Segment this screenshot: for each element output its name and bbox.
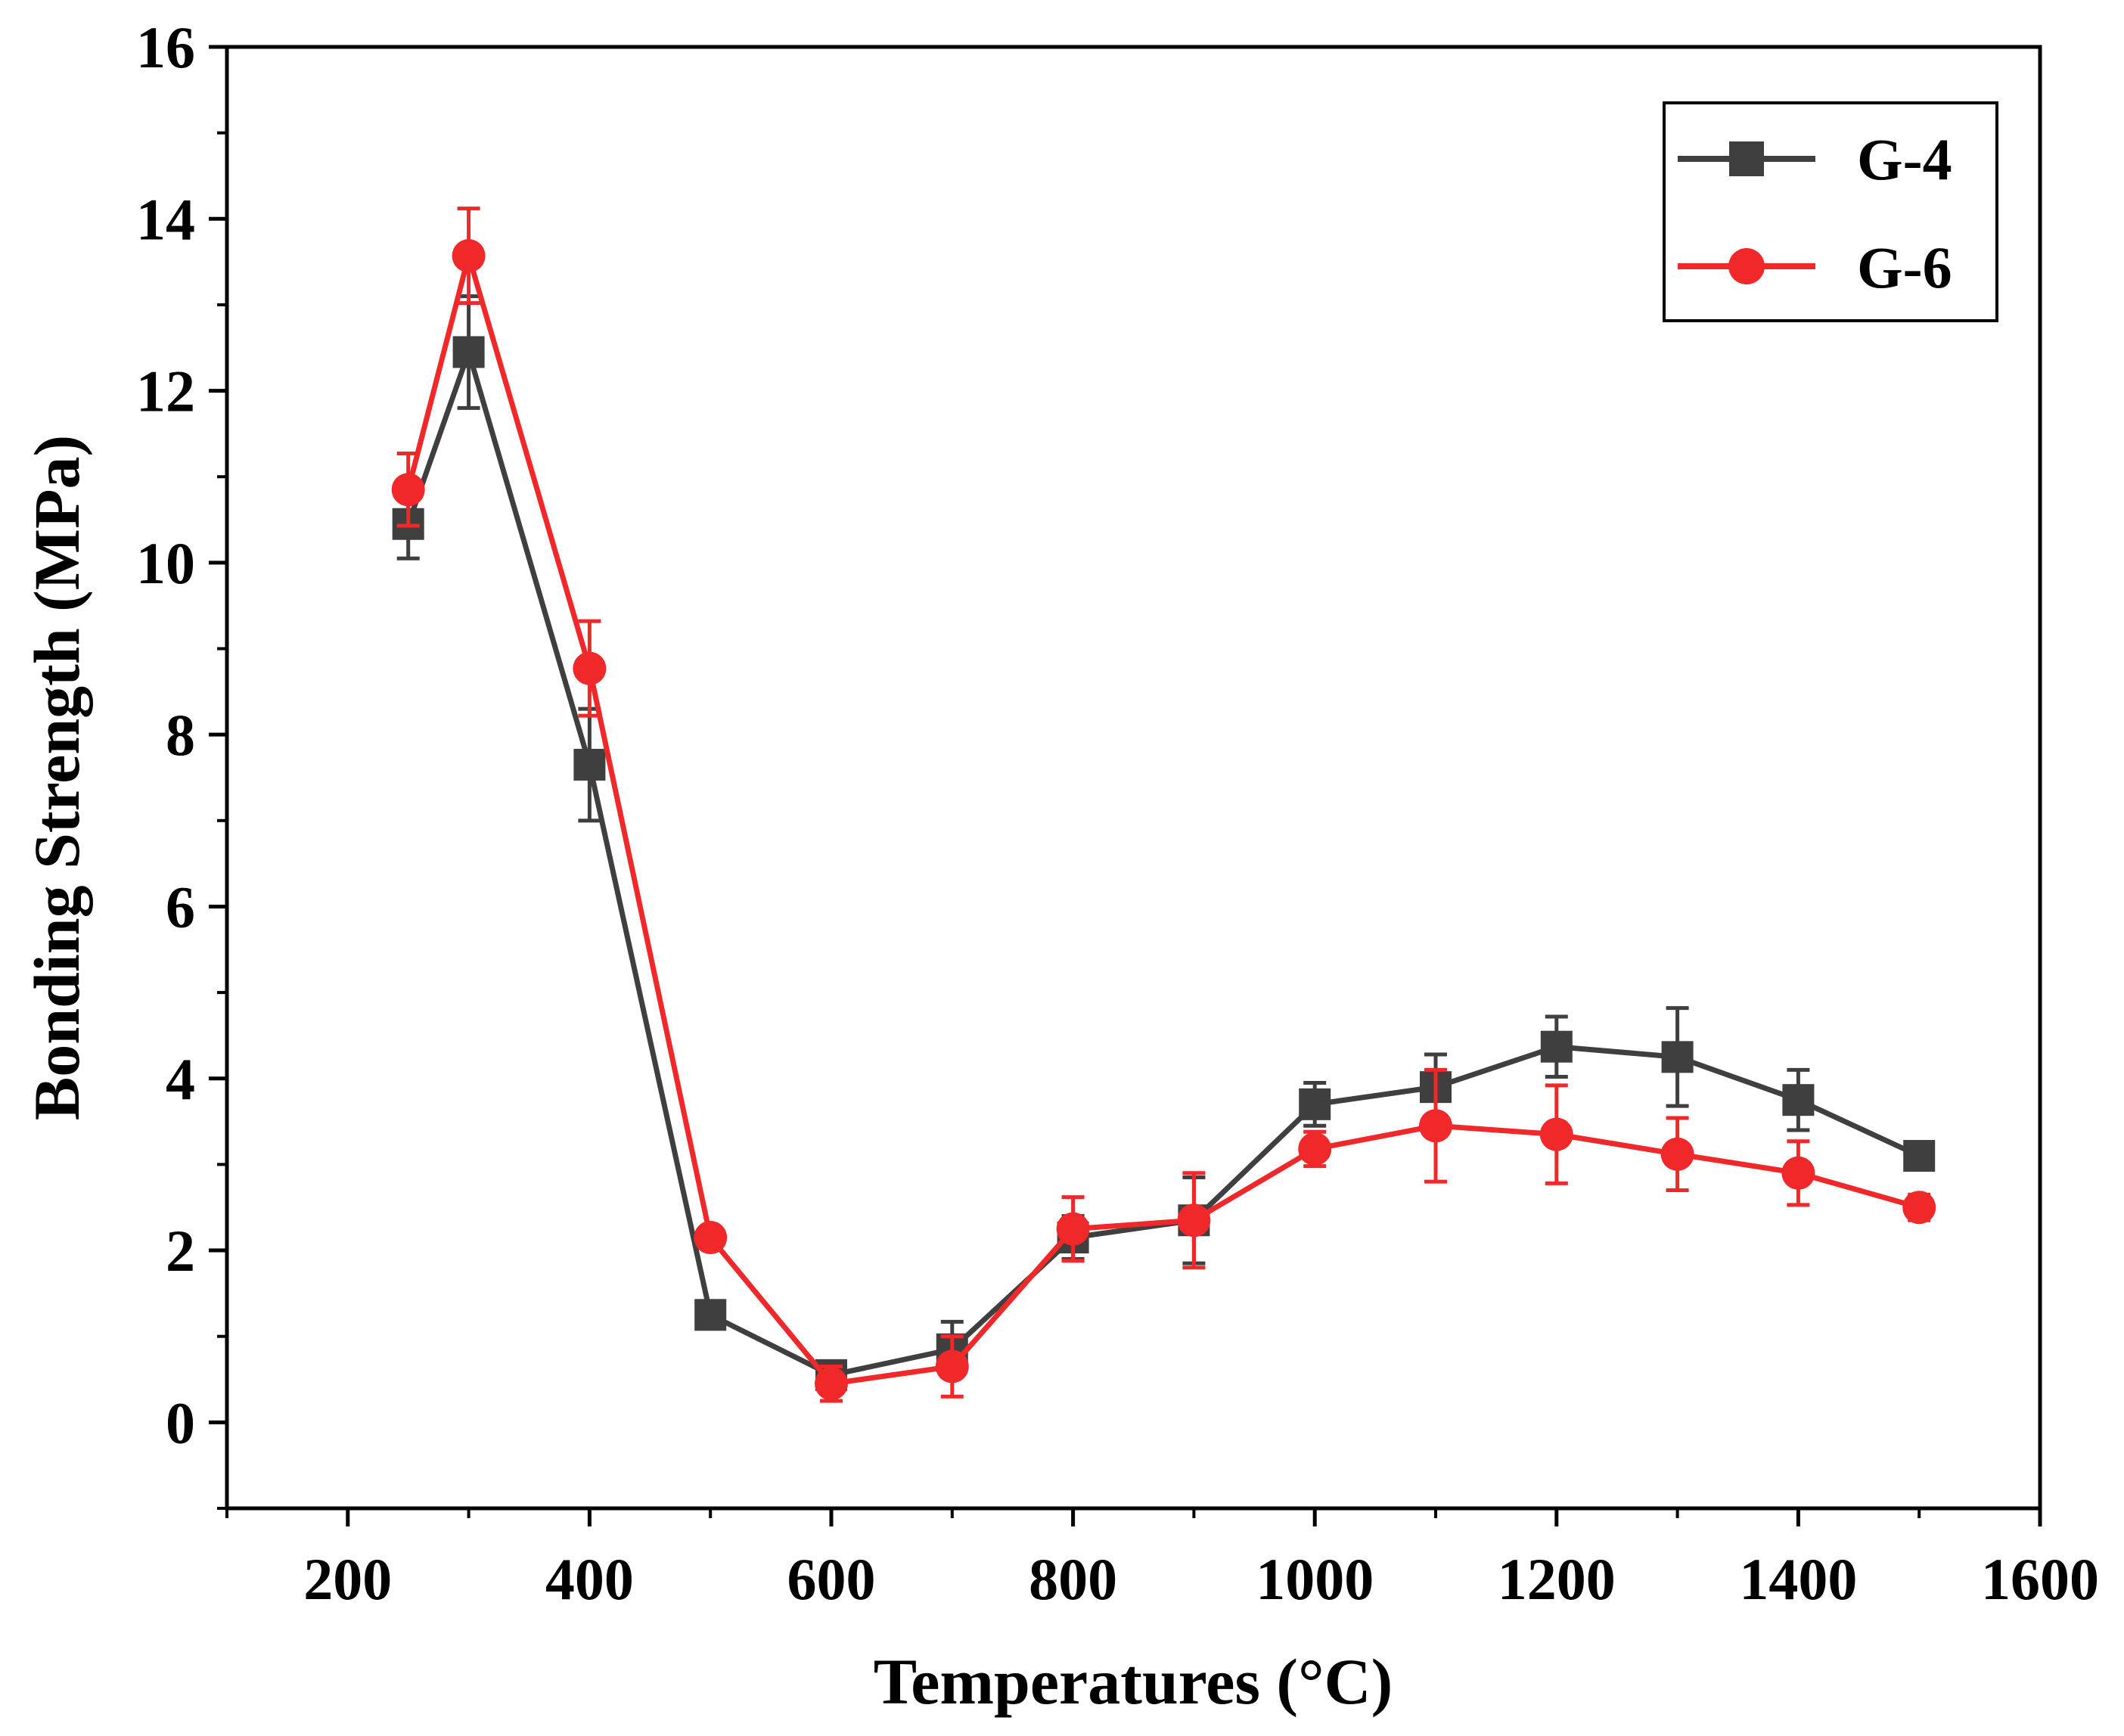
legend-label-g4: G-4 [1857, 126, 1952, 192]
data-point [1902, 1191, 1936, 1225]
y-tick-label: 2 [166, 1218, 195, 1284]
x-tick-label: 1400 [1739, 1546, 1857, 1612]
data-point [1298, 1132, 1332, 1166]
y-tick-label: 4 [166, 1046, 195, 1112]
series-line [405, 349, 1921, 1378]
y-tick-label: 8 [166, 702, 195, 768]
data-point [573, 651, 607, 685]
data-point [694, 1299, 727, 1331]
y-tick-label: 16 [136, 14, 195, 80]
y-tick-label: 14 [136, 186, 195, 252]
plot-frame [225, 45, 2042, 1511]
data-point [573, 748, 606, 781]
legend-marker-g6 [1728, 248, 1765, 284]
series-layer [391, 207, 1936, 1403]
data-point [1056, 1212, 1090, 1246]
x-tick-label: 800 [1029, 1546, 1117, 1612]
y-tick-label: 0 [166, 1390, 195, 1455]
y-tick-label: 12 [136, 359, 195, 424]
data-point [1419, 1109, 1452, 1143]
data-point [452, 336, 485, 368]
x-axis-title: Temperatures (°C) [874, 1645, 1393, 1718]
legend: G-4 G-6 [1663, 101, 1998, 322]
series-g-6 [391, 207, 1936, 1403]
legend-marker-g4 [1729, 141, 1764, 176]
data-point [815, 1367, 848, 1401]
x-tick-label: 200 [303, 1546, 392, 1612]
data-point [391, 473, 425, 507]
data-point [1177, 1203, 1211, 1238]
data-point [1782, 1084, 1815, 1116]
data-point [1299, 1088, 1331, 1120]
y-axis-ticks: 0 2 4 6 8 10 12 14 16 [136, 14, 227, 1510]
x-tick-label: 1200 [1498, 1546, 1616, 1612]
data-point [935, 1349, 969, 1384]
x-tick-label: 600 [787, 1546, 876, 1612]
legend-label-g6: G-6 [1857, 234, 1952, 300]
legend-box [1663, 101, 1998, 322]
x-tick-label: 1600 [1981, 1546, 2099, 1612]
y-tick-label: 6 [166, 874, 195, 939]
y-tick-label: 10 [136, 530, 195, 596]
data-point [1660, 1137, 1694, 1171]
x-tick-label: 400 [545, 1546, 634, 1612]
data-point [694, 1221, 728, 1255]
x-tick-label: 1000 [1256, 1546, 1374, 1612]
data-point [1781, 1156, 1815, 1190]
data-point [1540, 1030, 1573, 1063]
data-point [452, 239, 486, 273]
x-axis-ticks: 200 400 600 800 1000 1200 1400 1600 [225, 1508, 2099, 1612]
data-point [1903, 1140, 1936, 1172]
plot-area-border [225, 45, 2042, 1511]
series-line [405, 253, 1921, 1387]
data-point [1539, 1117, 1573, 1151]
data-point [1661, 1041, 1694, 1073]
y-axis-title: Bonding Strength (MPa) [20, 435, 93, 1120]
